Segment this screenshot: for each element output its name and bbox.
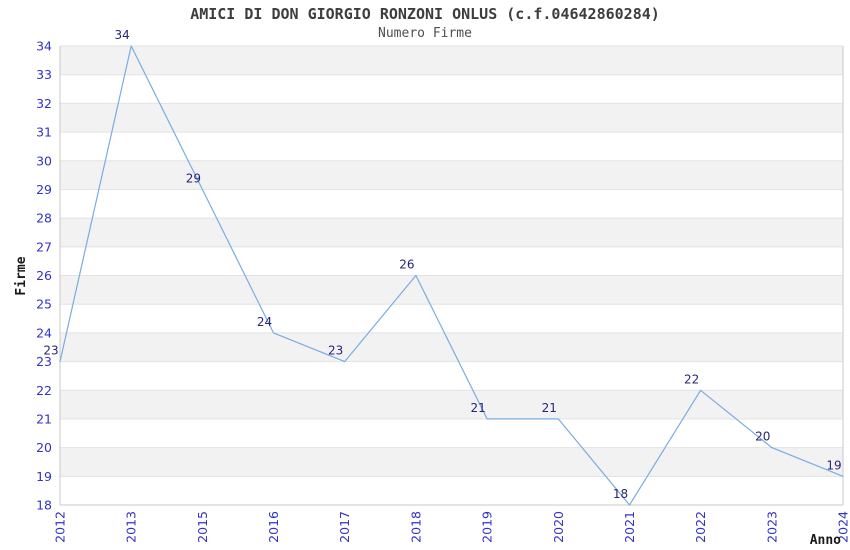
- y-tick-label: 24: [36, 325, 52, 340]
- y-axis-title: Firme: [14, 256, 29, 295]
- plot-band: [60, 390, 843, 419]
- data-point-label: 26: [399, 258, 414, 272]
- x-tick-label: 2021: [622, 511, 637, 543]
- plot-band: [60, 46, 843, 75]
- x-tick-label: 2020: [551, 511, 566, 543]
- x-tick-label: 2015: [195, 511, 210, 543]
- y-tick-label: 33: [36, 67, 52, 82]
- y-tick-label: 20: [36, 440, 52, 455]
- data-point-label: 18: [613, 487, 628, 501]
- x-tick-label: 2024: [836, 511, 850, 543]
- plot-band: [60, 447, 843, 477]
- data-point-label: 23: [43, 344, 58, 358]
- plot-band: [60, 275, 843, 305]
- y-tick-label: 29: [36, 182, 52, 197]
- y-tick-label: 34: [36, 39, 52, 54]
- plot-band: [60, 103, 843, 133]
- data-point-label: 23: [328, 344, 343, 358]
- data-point-label: 20: [755, 430, 770, 444]
- chart-subtitle: Numero Firme: [378, 26, 472, 41]
- data-point-label: 24: [257, 315, 272, 329]
- data-point-label: 21: [542, 401, 557, 415]
- y-tick-label: 18: [36, 498, 52, 513]
- plot-band: [60, 218, 843, 247]
- y-tick-label: 21: [36, 411, 52, 426]
- y-tick-label: 27: [36, 239, 52, 254]
- x-tick-label: 2017: [337, 511, 352, 543]
- x-tick-label: 2018: [408, 511, 423, 543]
- y-tick-label: 31: [36, 125, 52, 140]
- data-point-label: 34: [115, 28, 130, 42]
- x-axis-title: Anno: [810, 533, 841, 548]
- y-tick-label: 25: [36, 297, 52, 312]
- x-tick-label: 2012: [53, 511, 68, 543]
- data-line: [59, 45, 844, 506]
- data-point-label: 22: [684, 372, 699, 386]
- x-tick-label: 2022: [693, 511, 708, 543]
- y-tick-label: 22: [36, 383, 52, 398]
- data-point-label: 19: [826, 458, 841, 472]
- y-tick-label: 32: [36, 96, 52, 111]
- y-tick-label: 28: [36, 211, 52, 226]
- chart-title: AMICI DI DON GIORGIO RONZONI ONLUS (c.f.…: [190, 5, 660, 23]
- x-tick-label: 2016: [266, 511, 281, 543]
- y-tick-label: 19: [36, 469, 52, 484]
- data-point-label: 21: [470, 401, 485, 415]
- plot-band: [60, 160, 843, 190]
- y-tick-label: 30: [36, 153, 52, 168]
- x-tick-label: 2019: [480, 511, 495, 543]
- x-tick-label: 2023: [764, 511, 779, 543]
- data-point-label: 29: [186, 171, 201, 185]
- x-tick-label: 2013: [124, 511, 139, 543]
- y-tick-label: 23: [36, 354, 52, 369]
- y-tick-label: 26: [36, 268, 52, 283]
